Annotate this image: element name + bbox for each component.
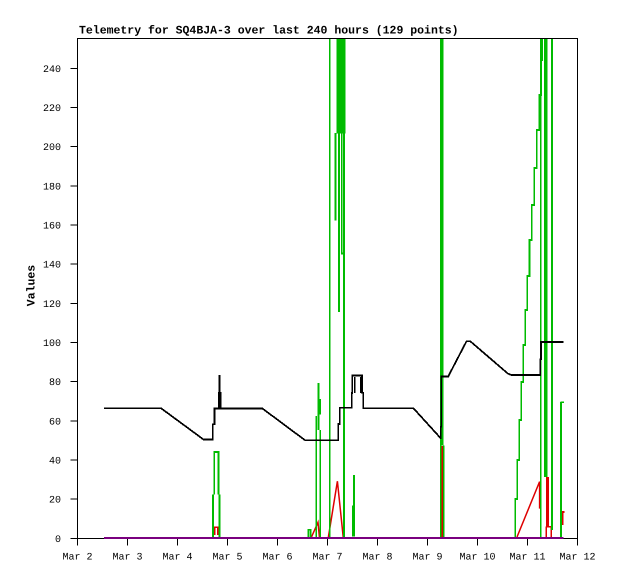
svg-text:0: 0 (55, 535, 61, 546)
svg-text:Mar 11: Mar 11 (509, 553, 545, 564)
svg-text:Mar 9: Mar 9 (412, 553, 442, 564)
svg-text:Mar 3: Mar 3 (112, 553, 142, 564)
svg-text:Mar 12: Mar 12 (559, 553, 595, 564)
svg-text:20: 20 (49, 496, 61, 507)
svg-text:Mar 7: Mar 7 (312, 553, 342, 564)
svg-text:Mar 6: Mar 6 (262, 553, 292, 564)
svg-text:240: 240 (43, 65, 61, 76)
svg-text:40: 40 (49, 456, 61, 467)
svg-text:80: 80 (49, 378, 61, 389)
svg-text:140: 140 (43, 261, 61, 272)
svg-text:180: 180 (43, 182, 61, 193)
svg-text:120: 120 (43, 300, 61, 311)
svg-text:Mar 8: Mar 8 (362, 553, 392, 564)
svg-text:220: 220 (43, 104, 61, 115)
svg-text:Mar 4: Mar 4 (162, 553, 192, 564)
svg-text:Mar 2: Mar 2 (62, 553, 92, 564)
svg-text:Values: Values (26, 265, 39, 307)
svg-text:Mar 5: Mar 5 (212, 553, 242, 564)
svg-text:100: 100 (43, 339, 61, 350)
svg-text:160: 160 (43, 221, 61, 232)
svg-text:60: 60 (49, 417, 61, 428)
svg-text:200: 200 (43, 143, 61, 154)
svg-text:Mar 10: Mar 10 (459, 553, 495, 564)
svg-text:Telemetry for SQ4BJA-3 over la: Telemetry for SQ4BJA-3 over last 240 hou… (79, 25, 459, 38)
